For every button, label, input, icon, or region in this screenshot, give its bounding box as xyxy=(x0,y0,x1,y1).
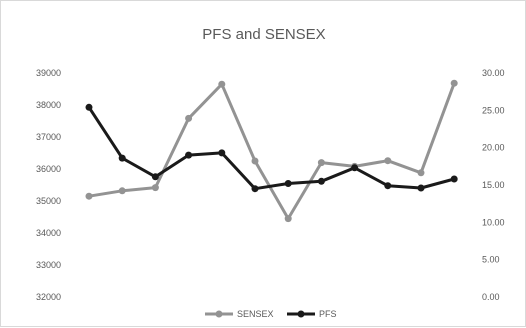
series-layer xyxy=(85,79,458,223)
data-point xyxy=(251,157,259,165)
data-point xyxy=(118,187,126,195)
data-point xyxy=(118,154,126,162)
data-point xyxy=(85,103,93,111)
data-point xyxy=(218,149,226,157)
left-tick-label: 39000 xyxy=(36,68,61,78)
data-point xyxy=(185,114,193,122)
chart-title: PFS and SENSEX xyxy=(202,26,325,43)
legend-label: PFS xyxy=(319,309,337,319)
series-line xyxy=(87,106,455,191)
data-point xyxy=(218,80,226,88)
legend-swatch-marker xyxy=(297,310,305,318)
series-pfs xyxy=(85,103,458,193)
left-tick-label: 32000 xyxy=(36,292,61,302)
right-tick-label: 30.00 xyxy=(482,68,505,78)
series-sensex xyxy=(85,79,458,223)
data-point xyxy=(251,185,259,193)
left-tick-label: 36000 xyxy=(36,164,61,174)
data-point xyxy=(417,184,425,192)
right-tick-label: 0.00 xyxy=(482,292,500,302)
left-tick-label: 35000 xyxy=(36,196,61,206)
left-tick-label: 37000 xyxy=(36,132,61,142)
data-point xyxy=(284,180,292,187)
right-tick-label: 10.00 xyxy=(482,217,505,227)
data-point xyxy=(284,215,292,223)
data-point xyxy=(417,169,425,177)
right-tick-label: 5.00 xyxy=(482,255,500,265)
left-tick-label: 38000 xyxy=(36,100,61,110)
data-point xyxy=(317,177,325,185)
legend-swatch-marker xyxy=(215,310,223,318)
legend: SENSEX PFS xyxy=(205,309,337,319)
data-point xyxy=(351,164,359,172)
right-tick-label: 20.00 xyxy=(482,143,505,153)
right-tick-label: 25.00 xyxy=(482,105,505,115)
data-point xyxy=(384,182,392,190)
data-point xyxy=(450,79,458,87)
data-point xyxy=(151,173,159,181)
legend-item: PFS xyxy=(287,309,337,319)
data-point xyxy=(384,157,392,165)
series-line xyxy=(88,82,456,221)
data-point xyxy=(317,159,325,167)
data-point xyxy=(185,151,193,159)
legend-label: SENSEX xyxy=(237,309,274,319)
data-point xyxy=(151,184,159,192)
left-tick-label: 34000 xyxy=(36,228,61,238)
data-point xyxy=(85,192,93,200)
left-axis-ticks: 39000 38000 37000 36000 35000 34000 33000 32000 xyxy=(36,68,61,302)
legend-item: SENSEX xyxy=(205,309,274,319)
left-tick-label: 33000 xyxy=(36,260,61,270)
right-axis-ticks: 30.00 25.00 20.00 15.00 10.00 5.00 0.00 xyxy=(482,68,505,302)
data-point xyxy=(450,175,458,183)
right-tick-label: 15.00 xyxy=(482,180,505,190)
